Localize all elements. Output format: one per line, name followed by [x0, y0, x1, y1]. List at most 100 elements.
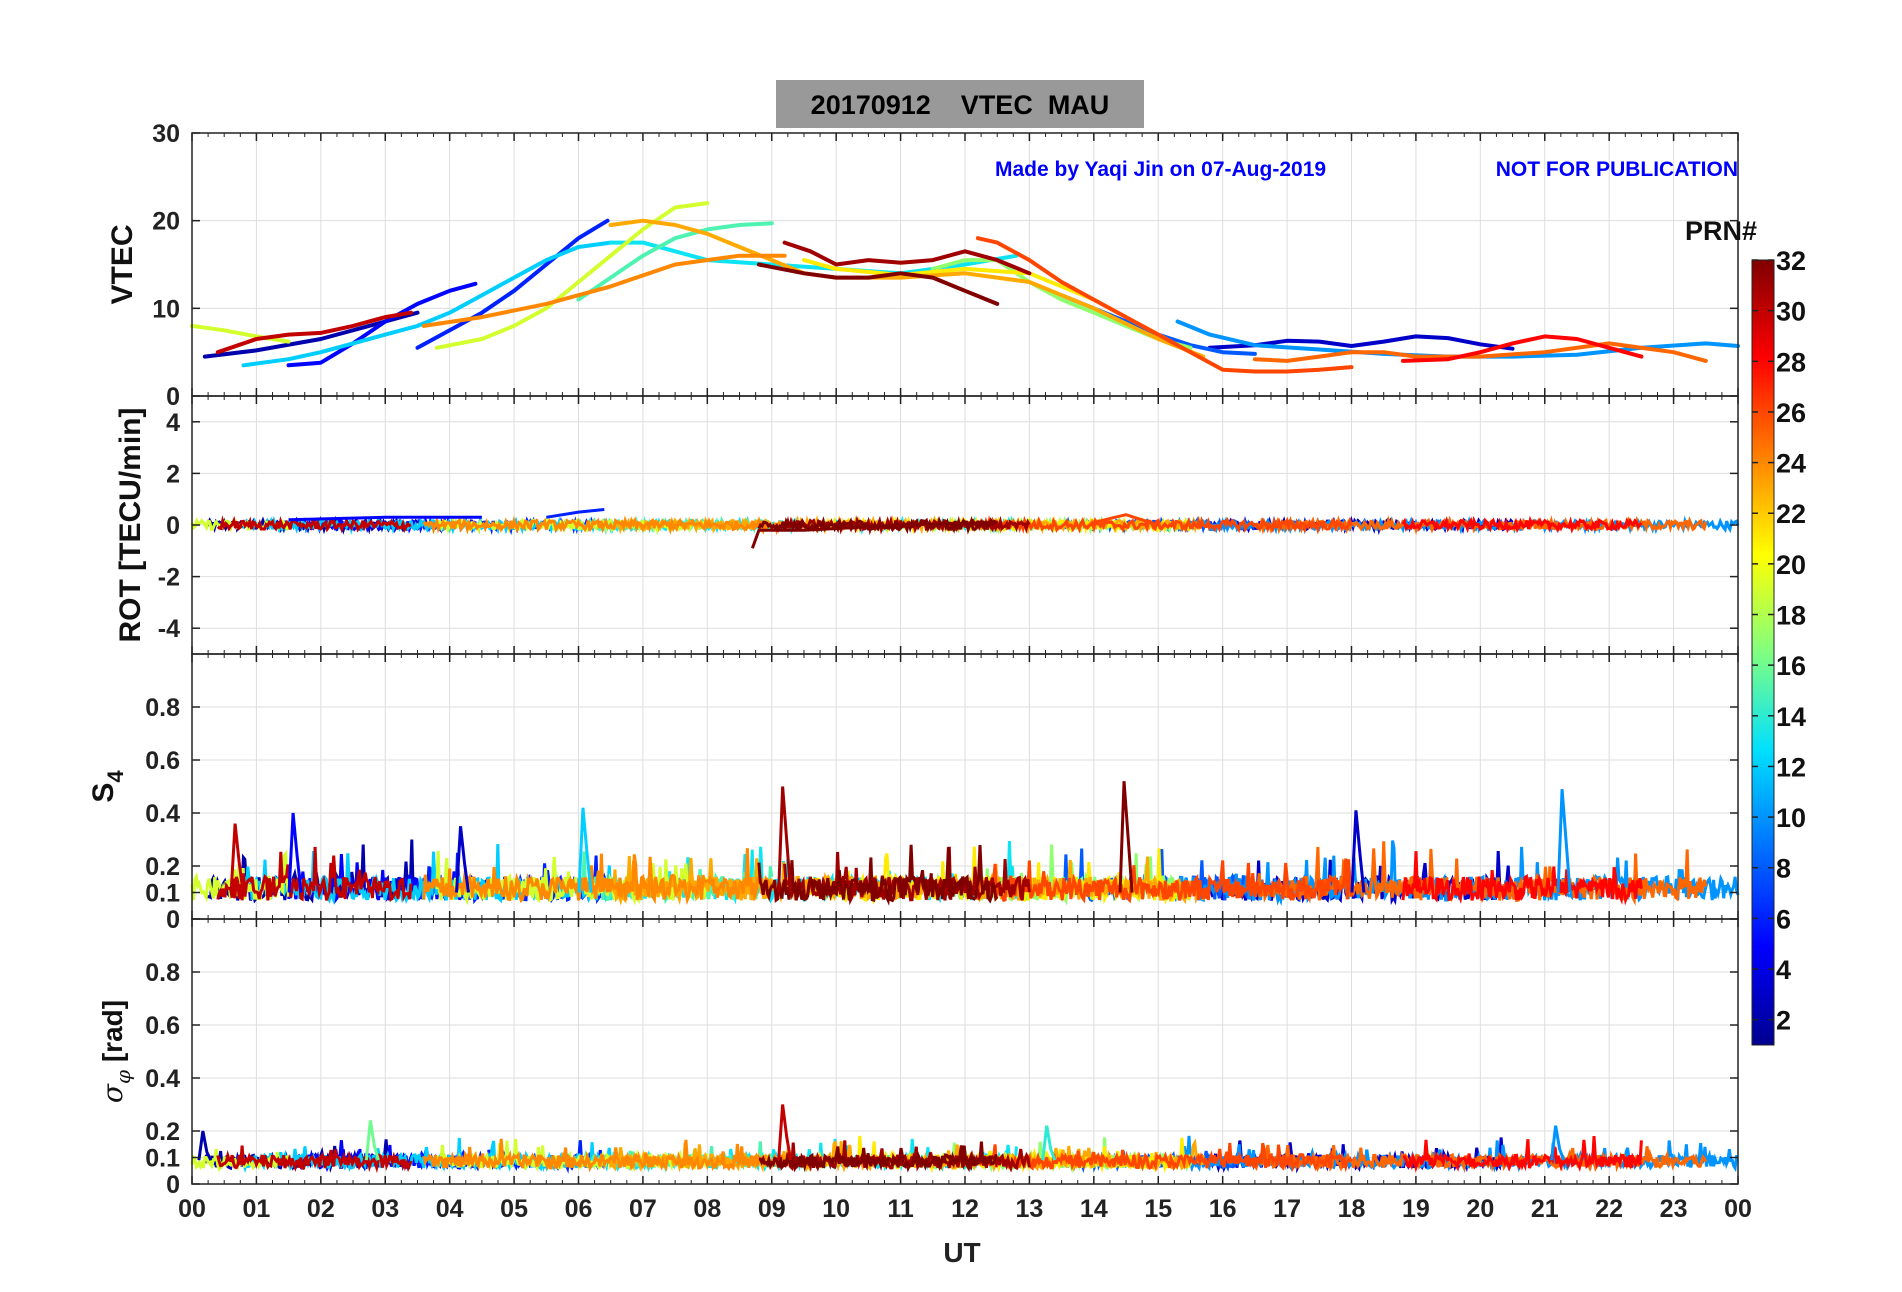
colorbar-tick-label: 16	[1776, 651, 1806, 681]
y-axis-label: S4	[87, 770, 128, 803]
rot-series-prn-24	[422, 515, 786, 536]
vtec-series-prn-32	[756, 262, 1000, 306]
x-tick-label: 19	[1402, 1195, 1430, 1223]
y-tick-label: 30	[152, 120, 180, 148]
colorbar-tick-label: 10	[1776, 803, 1806, 833]
figure-title: 20170912 VTEC MAU	[811, 90, 1110, 120]
y-tick-label: -4	[158, 615, 180, 643]
sigma-series-prn-24	[422, 1138, 786, 1173]
peak-prn-3	[455, 826, 471, 893]
y-tick-label: 2	[166, 460, 180, 488]
colorbar-tick-label: 28	[1776, 347, 1806, 377]
peak-prn-10	[1550, 1125, 1566, 1161]
peak-prn-31	[777, 786, 793, 893]
rot-excursion-prn-26	[1093, 513, 1159, 527]
x-tick-label: 16	[1209, 1195, 1237, 1223]
y-tick-label: 0	[166, 383, 180, 411]
x-tick-label: 04	[436, 1195, 464, 1223]
sigma-series-prn-23	[609, 1138, 1205, 1173]
vtec-series-prn-21	[802, 258, 1193, 355]
x-tick-label: 00	[178, 1195, 206, 1223]
rot-series-prn-26	[976, 515, 1353, 535]
s4-series-prn-24	[422, 848, 786, 905]
x-tick-label: 09	[758, 1195, 786, 1223]
y-tick-label: 0.6	[145, 747, 180, 775]
s4-series-prn-32	[757, 844, 999, 906]
vtec-series-prn-12	[241, 240, 613, 368]
peak-prn-32	[1118, 781, 1134, 893]
colorbar-tick-label: 30	[1776, 297, 1806, 327]
y-tick-label: 0.2	[145, 1118, 180, 1146]
peak-prn-12	[577, 807, 593, 893]
colorbar-tick-label: 32	[1776, 246, 1806, 276]
peak-prn-14	[1041, 1125, 1057, 1161]
watermark-notice: NOT FOR PUBLICATION	[1496, 158, 1738, 181]
sigma-series-prn-26	[976, 1142, 1353, 1173]
y-tick-label: 0.8	[145, 694, 180, 722]
y-tick-label: 0.8	[145, 959, 180, 987]
series-group	[190, 508, 1740, 549]
x-tick-label: 14	[1080, 1195, 1108, 1223]
x-tick-label: 15	[1144, 1195, 1172, 1223]
x-tick-label: 17	[1273, 1195, 1301, 1223]
y-tick-label: 10	[152, 295, 180, 323]
vtec-series-prn-25	[1252, 341, 1708, 363]
vtec-series-prn-28	[1401, 334, 1644, 363]
vtec-series-prn-30	[215, 310, 413, 355]
colorbar-tick-label: 18	[1776, 601, 1806, 631]
y-axis-label: VTEC	[106, 224, 139, 304]
x-tick-label: 01	[243, 1195, 271, 1223]
y-axis-label: ROT [TECU/min]	[114, 408, 147, 643]
sigma-series-prn-32	[758, 1141, 998, 1173]
y-tick-label: 20	[152, 208, 180, 236]
series-group	[190, 781, 1740, 907]
y-tick-label: -2	[158, 564, 180, 592]
vtec-series-prn-26	[975, 236, 1354, 374]
rot-series-prn-32	[757, 515, 999, 535]
title-box	[776, 80, 1144, 128]
colorbar-tick-label: 14	[1776, 702, 1806, 732]
peak-prn-2	[197, 1130, 213, 1161]
peak-prn-16	[364, 1120, 380, 1161]
x-tick-label: 13	[1016, 1195, 1044, 1223]
x-tick-label: 02	[307, 1195, 335, 1223]
grid	[191, 919, 1739, 1185]
vtec-series-prn-6	[415, 218, 610, 350]
y-tick-label: 0.1	[145, 1145, 180, 1173]
colorbar-tick-label: 20	[1776, 550, 1806, 580]
watermark-author: Made by Yaqi Jin on 07-Aug-2019	[995, 158, 1326, 181]
s4-series-prn-30	[216, 846, 413, 903]
y-axis-label: σφ [rad]	[96, 1000, 135, 1103]
panel-1: 0 10 20 30 VTEC	[106, 120, 1740, 411]
x-tick-label: 21	[1531, 1195, 1559, 1223]
colorbar-tick-label: 6	[1776, 904, 1791, 934]
vtec-series-prn-23	[608, 218, 1206, 359]
vtec-series-prn-31	[782, 240, 1032, 276]
y-tick-label: 0.4	[145, 800, 180, 828]
x-tick-label: 23	[1660, 1195, 1688, 1223]
s4-series-prn-28	[1401, 851, 1643, 906]
colorbar-tick-label: 2	[1776, 1006, 1791, 1036]
colorbar-tick-label: 12	[1776, 752, 1806, 782]
sigma-series-prn-12	[242, 1137, 613, 1173]
panel-3: 00.10.2 0.4 0.6 0.8 S4	[87, 653, 1740, 934]
peak-prn-3	[1350, 810, 1366, 893]
rot-excursion-prn-5	[288, 515, 482, 522]
y-tick-label: 0.6	[145, 1012, 180, 1040]
rot-excursion-prn-32	[750, 520, 998, 549]
peak-prn-30	[229, 823, 245, 893]
x-tick-label: 06	[565, 1195, 593, 1223]
y-tick-label: 4	[166, 409, 180, 437]
colorbar-tick-label: 26	[1776, 398, 1806, 428]
rot-series-prn-28	[1401, 515, 1643, 534]
colorbar-label: PRN#	[1685, 216, 1757, 246]
x-tick-label: 22	[1595, 1195, 1623, 1223]
y-tick-label: 0.1	[145, 880, 180, 908]
x-tick-label: 18	[1338, 1195, 1366, 1223]
vtec-series-prn-2	[202, 310, 420, 359]
vtec-series-prn-24	[421, 253, 787, 328]
panel-4: 00.10.2 0.4 0.6 0.8 σφ [rad] 00 01 02 03 04 05 06 07…	[96, 918, 1752, 1223]
series-group	[190, 201, 1740, 374]
